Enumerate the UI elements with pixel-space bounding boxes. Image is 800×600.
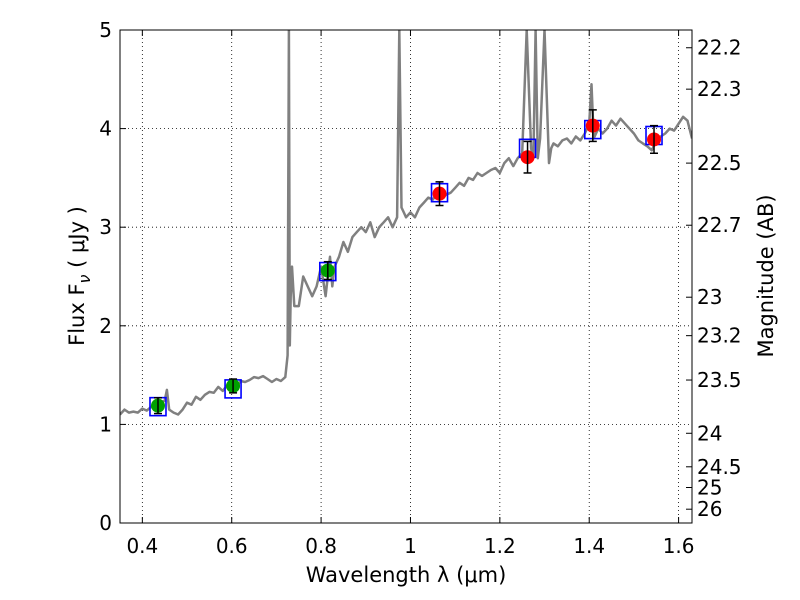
x-tick-label: 0.4 [126, 534, 158, 558]
y-axis-label-unit: ( μJy ) [65, 206, 89, 274]
plot-frame [119, 29, 693, 524]
y-axis-label: Flux Fν ( μJy ) [65, 206, 94, 346]
right-tick-label: 22.5 [697, 151, 742, 175]
right-tick-label: 22.7 [697, 213, 742, 237]
right-tick-label: 23.5 [697, 368, 742, 392]
right-tick-label: 22.2 [697, 36, 742, 60]
x-tick-label: 1.4 [573, 534, 605, 558]
axis-ticks: 0.4 0.6 0.8 1 1.2 1.4 1.601234522.222.322.522.… [99, 18, 741, 558]
y-tick-label: 0 [99, 511, 112, 535]
y-axis-label-nu: ν [75, 274, 94, 283]
right-tick-label: 24.5 [697, 455, 742, 479]
photometry-points [149, 109, 663, 417]
right-tick-label: 24 [697, 421, 722, 445]
right-axis-label: Magnitude (AB) [754, 194, 778, 357]
right-tick-label: 23 [697, 285, 722, 309]
y-tick-label: 4 [99, 117, 112, 141]
x-axis-label: Wavelength λ (μm) [306, 563, 507, 587]
y-tick-label: 5 [99, 18, 112, 42]
spectrum-line [120, 30, 692, 416]
y-tick-label: 2 [99, 314, 112, 338]
right-tick-label: 25 [697, 476, 722, 500]
spectrum-layer [120, 30, 692, 416]
y-tick-label: 1 [99, 412, 112, 436]
x-tick-label: 0.6 [216, 534, 248, 558]
right-tick-label: 23.2 [697, 324, 742, 348]
x-tick-label: 1 [404, 534, 417, 558]
x-tick-label: 1.2 [484, 534, 516, 558]
plot-background [120, 30, 692, 523]
x-tick-label: 1.6 [663, 534, 695, 558]
right-tick-label: 26 [697, 497, 722, 521]
x-tick-label: 0.8 [305, 534, 337, 558]
y-axis-label-main: Flux F [65, 283, 89, 345]
y-tick-label: 3 [99, 215, 112, 239]
right-tick-label: 22.3 [697, 77, 742, 101]
